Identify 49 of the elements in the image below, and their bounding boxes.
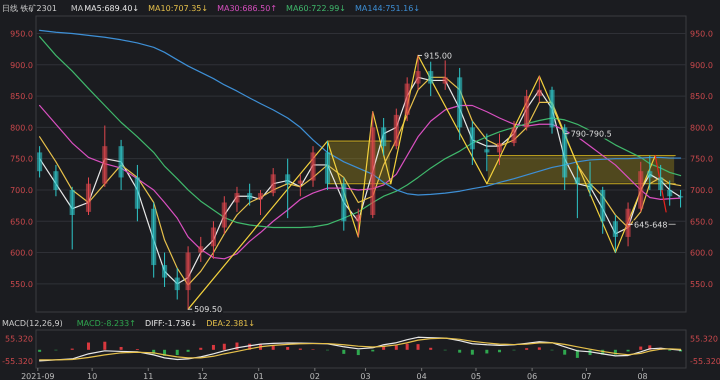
x-tick-label: 02 bbox=[310, 372, 320, 380]
text: MA10:707.35↓ bbox=[148, 4, 208, 13]
y-tick-label: 950.0 bbox=[10, 30, 33, 39]
y-tick-label: 800.0 bbox=[10, 123, 33, 132]
y2-tick-label: 800.0 bbox=[690, 123, 713, 132]
annotation: 790-790.5 bbox=[570, 130, 612, 139]
y-tick-label: 550.0 bbox=[10, 280, 33, 289]
chart-title: 日线 铁矿2301 bbox=[2, 4, 57, 13]
text: DIFF:-1.736↓ bbox=[144, 319, 198, 328]
y-tick-label: 700.0 bbox=[10, 186, 33, 195]
y-tick-label: 650.0 bbox=[10, 217, 33, 226]
y-tick-label: 900.0 bbox=[10, 60, 33, 70]
x-tick-label: 05 bbox=[470, 372, 482, 380]
x-tick-label: 04 bbox=[416, 372, 427, 380]
annotation: 645-648 bbox=[634, 220, 668, 230]
y-tick-label: 600.0 bbox=[10, 248, 33, 258]
x-tick-label: 10 bbox=[87, 372, 98, 380]
y2-tick-label: 750.0 bbox=[690, 154, 713, 164]
y-tick-label: 750.0 bbox=[10, 154, 33, 164]
text: MACD:-8.233↑ bbox=[76, 319, 136, 328]
text: MA144:751.16↓ bbox=[355, 4, 420, 13]
x-tick-label: 2021-09 bbox=[21, 372, 55, 380]
text: MA5:689.40↓ bbox=[84, 4, 140, 13]
y-tick-label: -55.320 bbox=[2, 356, 33, 366]
y2-tick-label: 850.0 bbox=[690, 92, 713, 102]
text: DEA:2.381↓ bbox=[206, 319, 256, 328]
y2-tick-label: 700.0 bbox=[690, 186, 713, 195]
x-tick-label: 03 bbox=[360, 372, 371, 380]
y2-tick-label: 550.0 bbox=[690, 280, 713, 289]
y2-tick-label: -55.320 bbox=[690, 356, 720, 366]
y2-tick-label: 650.0 bbox=[690, 217, 713, 226]
x-tick-label: 07 bbox=[581, 372, 592, 380]
x-tick-label: 01 bbox=[254, 372, 264, 380]
y-tick-label: 850.0 bbox=[10, 92, 33, 102]
text: MA30:686.50↑ bbox=[217, 4, 278, 13]
annotation: 915.00 bbox=[424, 51, 452, 60]
y2-tick-label: 950.0 bbox=[690, 30, 713, 39]
y2-tick-label: 55.320 bbox=[690, 334, 718, 344]
x-tick-label: 06 bbox=[527, 372, 538, 380]
x-tick-label: 08 bbox=[637, 372, 648, 380]
chart-title: MACD(12,26,9) bbox=[2, 319, 63, 328]
text: MA60:722.99↓ bbox=[286, 4, 346, 13]
x-tick-label: 12 bbox=[197, 372, 208, 380]
y2-tick-label: 600.0 bbox=[690, 248, 713, 258]
y-tick-label: 55.320 bbox=[5, 334, 33, 344]
annotation: 509.50 bbox=[194, 305, 222, 314]
y2-tick-label: 900.0 bbox=[690, 60, 713, 70]
x-tick-label: 11 bbox=[143, 372, 154, 380]
legend-title: MA bbox=[70, 4, 84, 13]
